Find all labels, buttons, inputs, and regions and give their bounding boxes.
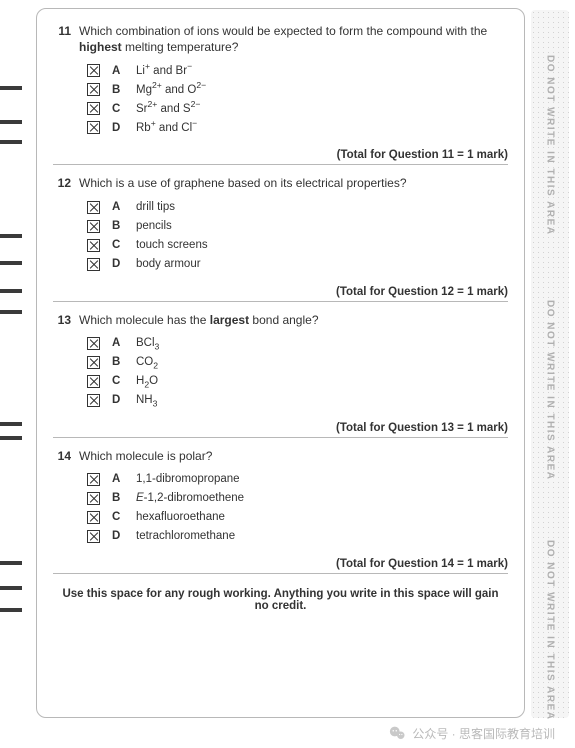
question-13: 13 Which molecule has the largest bond an… bbox=[53, 312, 508, 438]
question-number: 12 bbox=[53, 175, 71, 191]
option-letter: B bbox=[112, 84, 124, 96]
option-text: Li+ and Br− bbox=[136, 65, 192, 77]
option-row[interactable]: A BCl3 bbox=[87, 334, 508, 353]
question-stem: Which combination of ions would be expec… bbox=[79, 23, 508, 55]
option-text: hexafluoroethane bbox=[136, 511, 225, 523]
option-row[interactable]: Adrill tips bbox=[87, 198, 508, 217]
option-letter: C bbox=[112, 511, 124, 523]
watermark-footer: 公众号 · 思客国际教育培训 bbox=[388, 724, 555, 742]
watermark-text: 公众号 · 思客国际教育培训 bbox=[412, 725, 555, 742]
option-checkbox-icon[interactable] bbox=[87, 511, 100, 524]
option-text: body armour bbox=[136, 258, 201, 270]
option-checkbox-icon[interactable] bbox=[87, 220, 100, 233]
option-checkbox-icon[interactable] bbox=[87, 239, 100, 252]
exam-content-frame: 11Which combination of ions would be exp… bbox=[36, 8, 525, 718]
option-row[interactable]: A Li+ and Br− bbox=[87, 61, 508, 80]
option-row[interactable]: C H2O bbox=[87, 372, 508, 391]
option-checkbox-icon[interactable] bbox=[87, 473, 100, 486]
option-checkbox-icon[interactable] bbox=[87, 337, 100, 350]
option-row[interactable]: B E-1,2-dibromoethene bbox=[87, 489, 508, 508]
option-letter: A bbox=[112, 65, 124, 77]
option-text: CO2 bbox=[136, 356, 158, 368]
option-row[interactable]: A 1,1-dibromopropane bbox=[87, 470, 508, 489]
option-text: BCl3 bbox=[136, 337, 159, 349]
option-text: H2O bbox=[136, 375, 158, 387]
question-14: 14 Which molecule is polar? A 1,1-dibromopr… bbox=[53, 448, 508, 574]
do-not-write-label: DO NOT WRITE IN THIS AREA bbox=[545, 55, 556, 235]
option-row[interactable]: Ctouch screens bbox=[87, 236, 508, 255]
option-text: drill tips bbox=[136, 201, 175, 213]
option-text: touch screens bbox=[136, 239, 208, 251]
option-row[interactable]: Bpencils bbox=[87, 217, 508, 236]
do-not-write-band: DO NOT WRITE IN THIS AREA DO NOT WRITE IN… bbox=[531, 10, 569, 718]
option-row[interactable]: B Mg2+ and O2− bbox=[87, 80, 508, 99]
option-checkbox-icon[interactable] bbox=[87, 530, 100, 543]
option-text: Rb+ and Cl− bbox=[136, 122, 197, 134]
option-checkbox-icon[interactable] bbox=[87, 201, 100, 214]
question-stem: Which is a use of graphene based on its … bbox=[79, 175, 508, 191]
question-number: 13 bbox=[53, 312, 71, 328]
left-margin-marks bbox=[0, 0, 28, 748]
option-row[interactable]: D Rb+ and Cl− bbox=[87, 118, 508, 137]
option-checkbox-icon[interactable] bbox=[87, 258, 100, 271]
option-checkbox-icon[interactable] bbox=[87, 394, 100, 407]
option-letter: C bbox=[112, 239, 124, 251]
question-number: 11 bbox=[53, 23, 71, 55]
option-letter: B bbox=[112, 220, 124, 232]
option-row[interactable]: C Sr2+ and S2− bbox=[87, 99, 508, 118]
option-text: Sr2+ and S2− bbox=[136, 103, 200, 115]
question-total: (Total for Question 11 = 1 mark) bbox=[53, 141, 508, 165]
option-checkbox-icon[interactable] bbox=[87, 102, 100, 115]
question-stem: Which molecule is polar? bbox=[79, 448, 508, 464]
option-letter: B bbox=[112, 492, 124, 504]
option-checkbox-icon[interactable] bbox=[87, 375, 100, 388]
option-row[interactable]: B CO2 bbox=[87, 353, 508, 372]
option-checkbox-icon[interactable] bbox=[87, 356, 100, 369]
question-total: (Total for Question 14 = 1 mark) bbox=[53, 550, 508, 574]
option-text: NH3 bbox=[136, 394, 157, 406]
option-text: E-1,2-dibromoethene bbox=[136, 492, 244, 504]
option-letter: D bbox=[112, 530, 124, 542]
option-letter: D bbox=[112, 258, 124, 270]
option-letter: C bbox=[112, 375, 124, 387]
option-checkbox-icon[interactable] bbox=[87, 83, 100, 96]
option-checkbox-icon[interactable] bbox=[87, 64, 100, 77]
question-12: 12 Which is a use of graphene based on it… bbox=[53, 175, 508, 301]
option-row[interactable]: Dtetrachloromethane bbox=[87, 527, 508, 546]
rough-working-note: Use this space for any rough working. An… bbox=[53, 584, 508, 616]
option-letter: D bbox=[112, 122, 124, 134]
question-stem: Which molecule has the largest bond angl… bbox=[79, 312, 508, 328]
option-checkbox-icon[interactable] bbox=[87, 492, 100, 505]
option-letter: C bbox=[112, 103, 124, 115]
option-letter: B bbox=[112, 356, 124, 368]
option-text: pencils bbox=[136, 220, 172, 232]
question-11: 11Which combination of ions would be exp… bbox=[53, 23, 508, 165]
option-row[interactable]: Dbody armour bbox=[87, 255, 508, 274]
option-row[interactable]: Chexafluoroethane bbox=[87, 508, 508, 527]
question-number: 14 bbox=[53, 448, 71, 464]
option-letter: D bbox=[112, 394, 124, 406]
option-row[interactable]: D NH3 bbox=[87, 391, 508, 410]
option-text: tetrachloromethane bbox=[136, 530, 235, 542]
option-letter: A bbox=[112, 337, 124, 349]
wechat-icon bbox=[388, 724, 406, 742]
question-total: (Total for Question 12 = 1 mark) bbox=[53, 278, 508, 302]
question-total: (Total for Question 13 = 1 mark) bbox=[53, 414, 508, 438]
do-not-write-label: DO NOT WRITE IN THIS AREA bbox=[545, 540, 556, 720]
option-checkbox-icon[interactable] bbox=[87, 121, 100, 134]
option-text: 1,1-dibromopropane bbox=[136, 473, 240, 485]
option-letter: A bbox=[112, 473, 124, 485]
do-not-write-label: DO NOT WRITE IN THIS AREA bbox=[545, 300, 556, 480]
option-text: Mg2+ and O2− bbox=[136, 84, 206, 96]
option-letter: A bbox=[112, 201, 124, 213]
